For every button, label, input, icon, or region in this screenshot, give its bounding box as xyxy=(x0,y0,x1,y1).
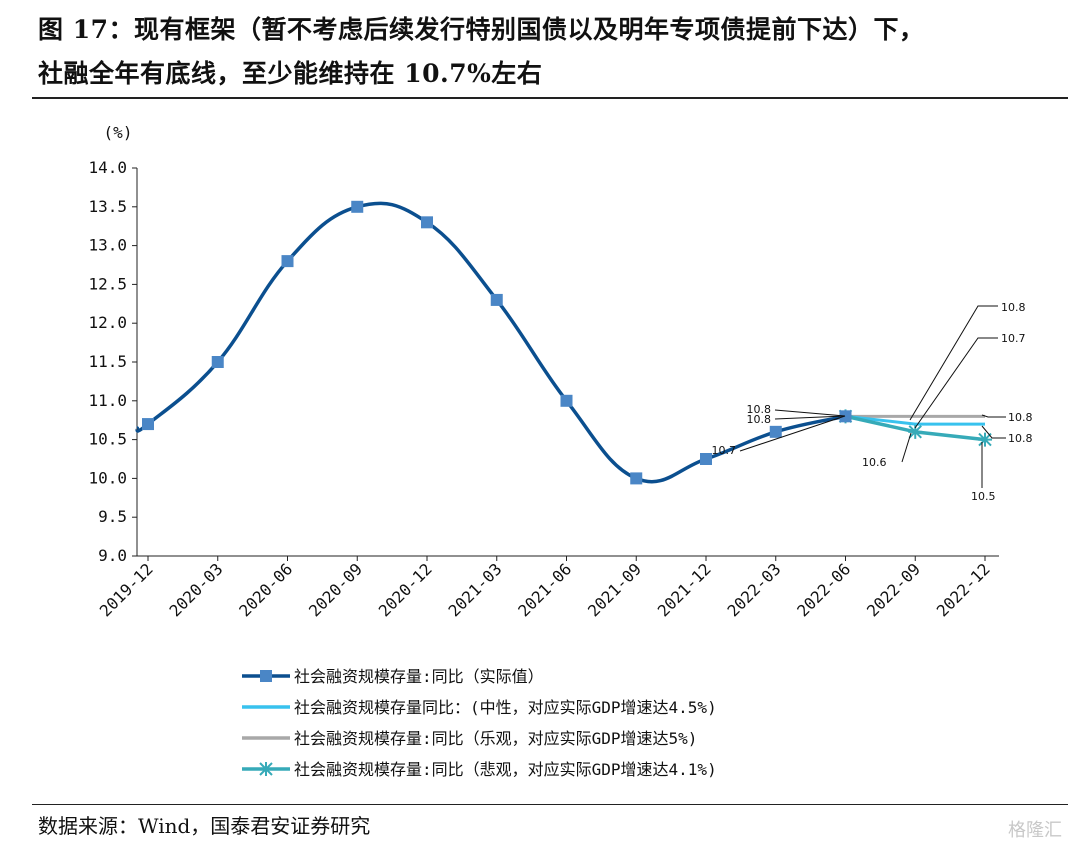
data-label: 10.6 xyxy=(862,456,887,469)
data-point-marker xyxy=(211,356,224,368)
data-label: 10.8 xyxy=(747,413,772,426)
legend-label: 社会融资规模存量:同比（悲观，对应实际GDP增速达4.1%) xyxy=(294,760,717,779)
data-point-marker xyxy=(142,418,154,431)
y-tick-label: 9.5 xyxy=(98,507,127,526)
x-tick-label: 2022-12 xyxy=(933,559,994,620)
y-tick-label: 12.5 xyxy=(88,274,127,293)
x-tick-label: 2022-09 xyxy=(863,559,924,620)
data-point-marker xyxy=(351,200,364,213)
data-point-marker xyxy=(281,255,294,268)
title-line-1: 图 17：现有框架（暂不考虑后续发行特别国债以及明年专项债提前下达）下， xyxy=(38,15,925,44)
annotation-leader xyxy=(909,305,998,421)
watermark-logo: 格隆汇 xyxy=(1008,820,1062,841)
data-point-marker xyxy=(700,453,712,465)
x-tick-label: 2020-12 xyxy=(375,559,436,620)
data-label: 10.5 xyxy=(971,490,996,503)
top-rule xyxy=(32,97,1068,99)
y-tick-label: 10.0 xyxy=(88,468,127,487)
data-label: 10.7 xyxy=(712,444,737,457)
x-tick-label: 2021-03 xyxy=(444,559,505,620)
y-tick-label: 11.5 xyxy=(88,352,127,371)
x-tick-label: 2022-03 xyxy=(723,559,784,620)
y-tick-label: 11.0 xyxy=(88,391,127,410)
annotation-leader xyxy=(914,337,998,429)
legend-label: 社会融资规模存量:同比（实际值） xyxy=(294,667,544,686)
y-tick-label: 13.0 xyxy=(88,236,127,255)
x-tick-label: 2020-06 xyxy=(235,559,296,620)
data-point-marker xyxy=(839,410,852,423)
data-point-star-marker xyxy=(908,424,923,439)
annotation-leader xyxy=(739,415,846,452)
data-point-marker xyxy=(490,293,503,306)
annotation-leader xyxy=(901,432,912,463)
y-axis-unit: (%) xyxy=(104,123,133,142)
y-tick-label: 12.0 xyxy=(88,313,127,332)
y-tick-label: 14.0 xyxy=(88,158,127,177)
annotation-leader xyxy=(981,425,1006,439)
title-line-2: 社融全年有底线，至少能维持在 10.7%左右 xyxy=(38,59,543,88)
annotation-leader xyxy=(774,415,846,420)
y-tick-label: 9.0 xyxy=(98,546,127,565)
data-point-marker xyxy=(560,394,573,407)
data-point-marker xyxy=(421,216,433,229)
x-tick-label: 2021-06 xyxy=(514,559,575,620)
data-label: 10.7 xyxy=(1001,332,1026,345)
x-tick-label: 2020-09 xyxy=(305,559,366,620)
data-label: 10.8 xyxy=(1001,301,1026,314)
data-point-marker xyxy=(630,472,643,485)
legend-swatch-marker xyxy=(260,670,272,682)
y-tick-label: 10.5 xyxy=(88,430,127,449)
x-tick-label: 2021-12 xyxy=(654,559,715,620)
data-label: 10.8 xyxy=(1008,411,1033,424)
bottom-rule xyxy=(32,804,1068,805)
series-line-1 xyxy=(845,414,985,426)
annotation-leader xyxy=(774,409,846,417)
x-tick-label: 2019-12 xyxy=(96,559,157,620)
x-tick-label: 2020-03 xyxy=(165,559,226,620)
data-label: 10.8 xyxy=(747,403,772,416)
x-tick-label: 2022-06 xyxy=(793,559,854,620)
data-point-marker xyxy=(769,425,782,438)
source-note: 数据来源：Wind，国泰君安证券研究 xyxy=(38,814,371,838)
legend-swatch-marker xyxy=(259,762,273,776)
x-tick-label: 2021-09 xyxy=(584,559,645,620)
data-point-star-marker xyxy=(978,432,992,447)
legend-label: 社会融资规模存量:同比（乐观，对应实际GDP增速达5%) xyxy=(294,729,697,748)
legend-label: 社会融资规模存量同比：(中性，对应实际GDP增速达4.5%) xyxy=(294,698,717,717)
figure-title: 图 17：现有框架（暂不考虑后续发行特别国债以及明年专项债提前下达）下， 社融全… xyxy=(38,8,1068,96)
y-tick-label: 13.5 xyxy=(88,197,127,216)
data-label: 10.8 xyxy=(1008,432,1033,445)
annotation-leader xyxy=(981,414,1006,418)
series-line-actual xyxy=(135,201,846,484)
